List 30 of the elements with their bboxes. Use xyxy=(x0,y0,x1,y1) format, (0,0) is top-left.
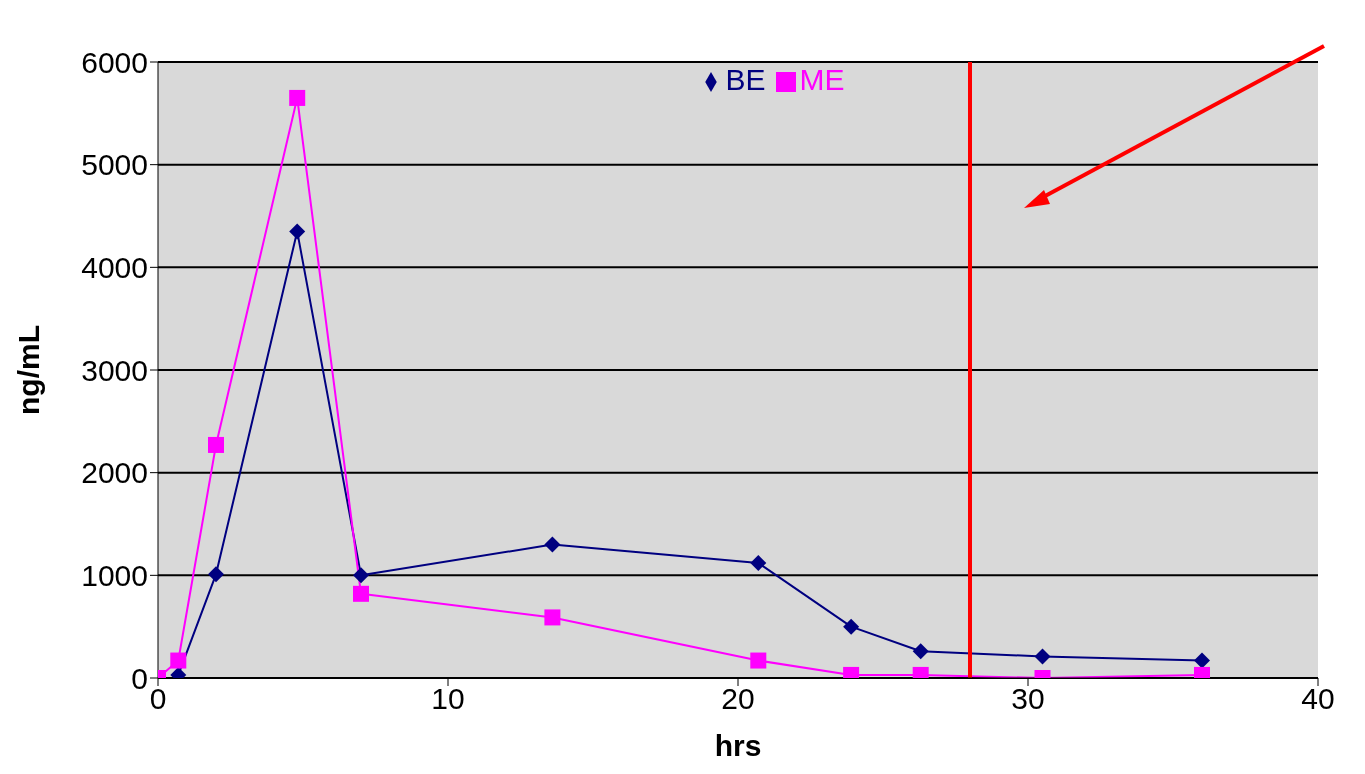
y-tick-label: 4000 xyxy=(81,250,148,284)
legend-label: ME xyxy=(799,63,845,96)
y-tick-label: 3000 xyxy=(81,353,148,387)
point xyxy=(912,643,929,660)
point xyxy=(170,652,187,669)
y-tick-label: 2000 xyxy=(81,456,148,490)
point xyxy=(1034,648,1051,665)
point xyxy=(843,618,860,635)
legend-label: BE xyxy=(725,63,766,96)
point xyxy=(750,652,767,669)
point xyxy=(1194,652,1210,669)
y-axis-title: ng/mL xyxy=(11,325,45,415)
point xyxy=(544,609,561,626)
x-tick-label: 30 xyxy=(1011,682,1045,716)
y-tick-label: 1000 xyxy=(81,558,148,592)
x-axis-title: hrs xyxy=(714,729,762,762)
x-tick-label: 10 xyxy=(431,682,465,716)
point xyxy=(208,436,224,453)
point xyxy=(353,585,369,602)
point xyxy=(289,89,306,106)
point xyxy=(750,555,767,572)
point xyxy=(353,567,369,584)
y-tick-label: 5000 xyxy=(81,148,148,182)
point xyxy=(544,536,561,553)
y-tick-label: 6000 xyxy=(81,45,148,79)
x-tick-label: 20 xyxy=(721,682,755,716)
point xyxy=(208,566,224,583)
x-tick-label: 40 xyxy=(1301,682,1335,716)
y-tick-label: 0 xyxy=(131,661,148,695)
point xyxy=(289,223,306,240)
